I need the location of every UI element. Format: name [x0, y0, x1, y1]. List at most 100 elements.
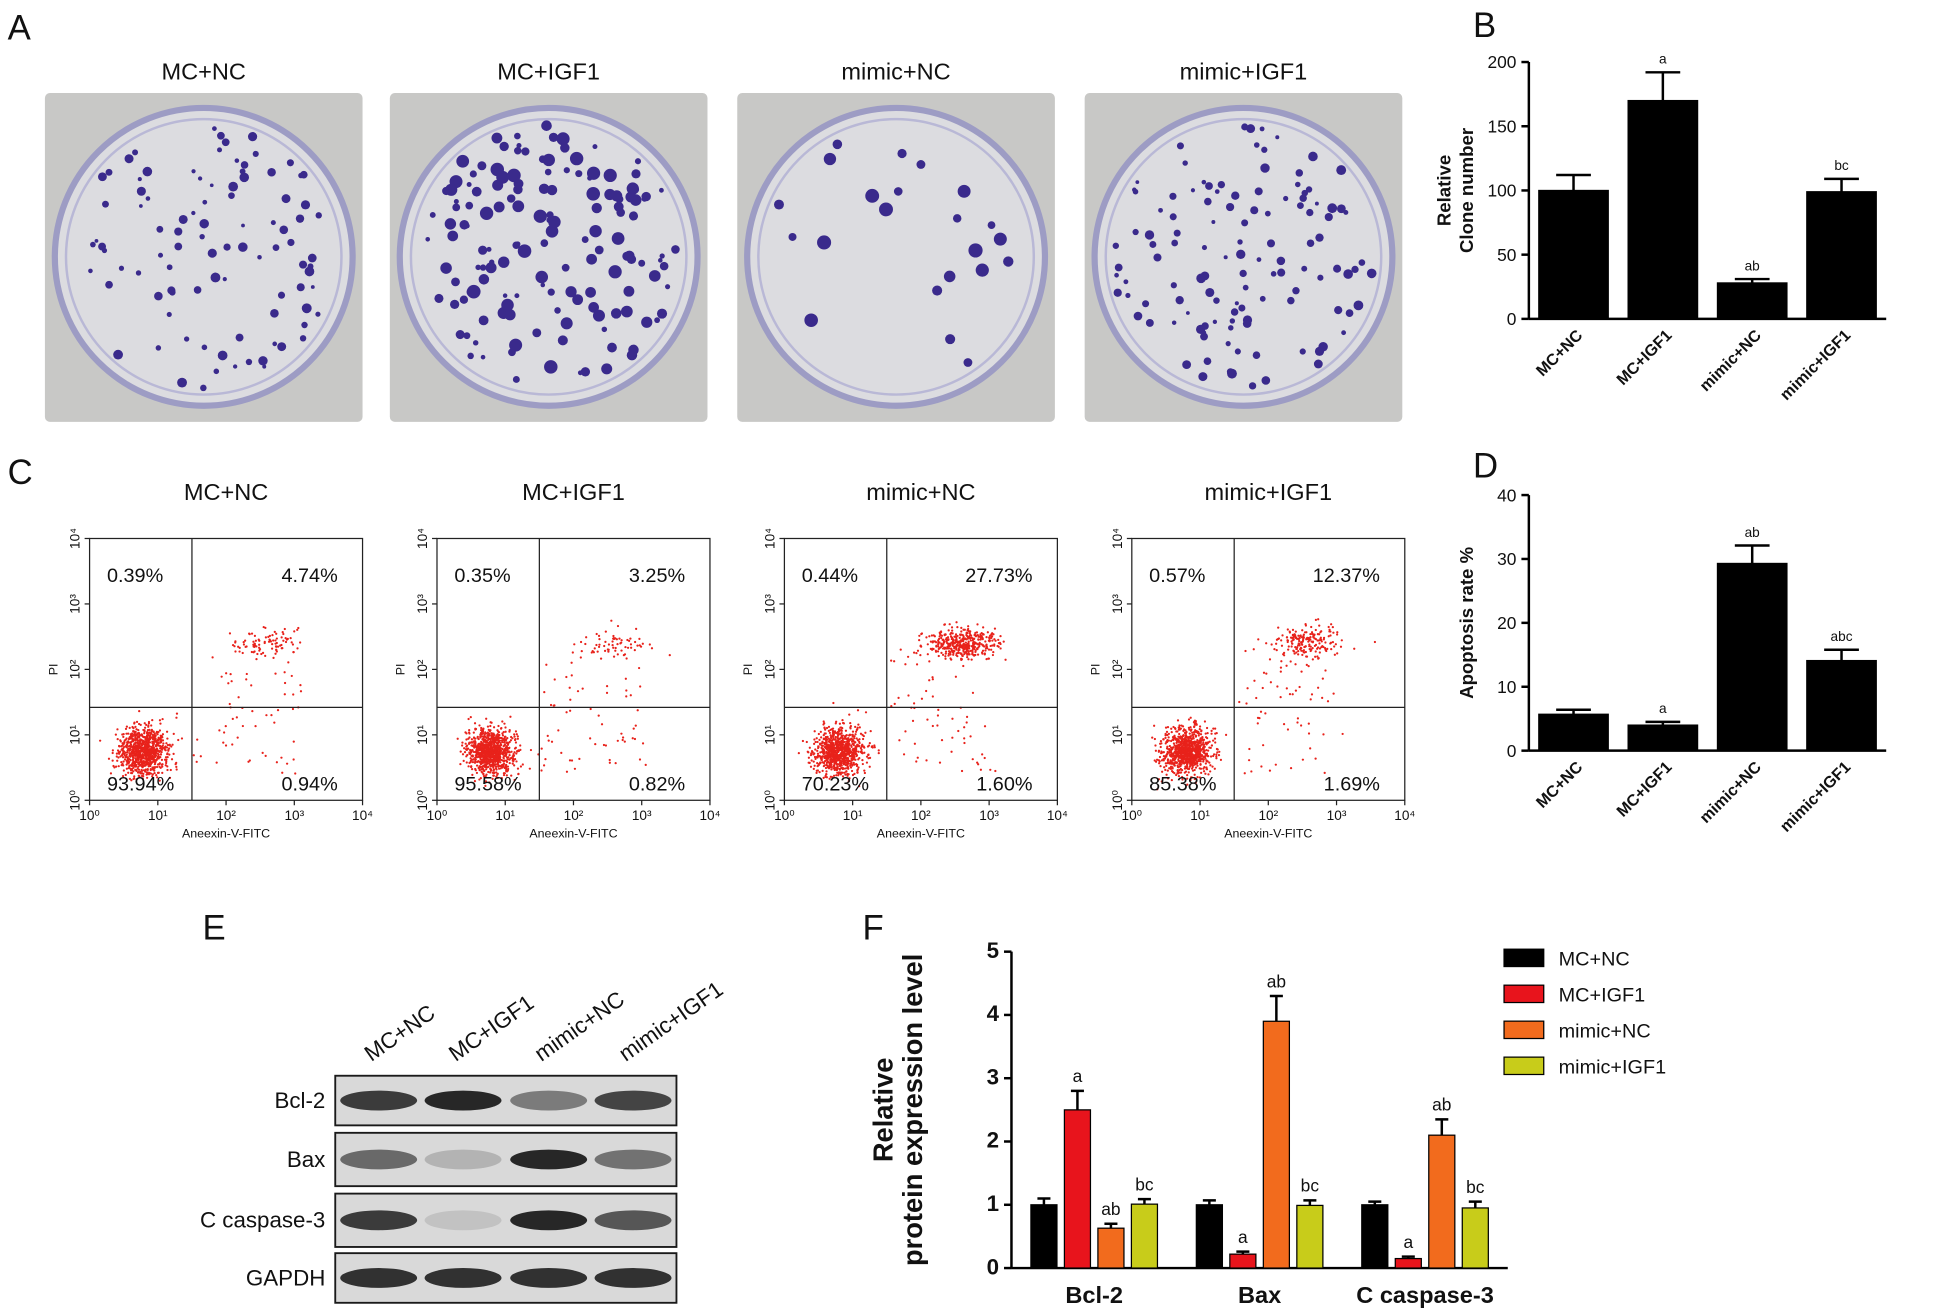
colony	[139, 204, 143, 208]
colony	[1212, 319, 1218, 324]
event-dot	[491, 777, 494, 780]
colony	[1343, 269, 1353, 279]
event-dot	[465, 738, 468, 741]
event-dot	[506, 743, 510, 746]
event-dot	[504, 749, 507, 752]
event-dot	[944, 650, 948, 653]
event-dot	[149, 768, 152, 772]
plate-well	[744, 104, 1049, 409]
event-dot	[131, 737, 134, 741]
event-dot	[838, 771, 841, 774]
event-dot	[866, 745, 870, 748]
event-dot	[851, 733, 854, 736]
quadrant-label: 4.74%	[281, 565, 337, 587]
event-dot	[144, 768, 147, 771]
event-dot	[1294, 630, 1297, 633]
event-dot	[846, 760, 849, 764]
event-dot	[1193, 725, 1196, 728]
event-dot	[1187, 760, 1191, 763]
event-dot	[142, 755, 145, 758]
colony	[477, 161, 487, 171]
event-dot	[482, 772, 485, 776]
event-dot	[1171, 736, 1175, 739]
event-dot	[600, 723, 604, 726]
event-dot	[473, 761, 477, 764]
colony	[307, 263, 314, 270]
event-dot	[1340, 639, 1343, 642]
event-dot	[244, 645, 247, 649]
colony	[1299, 348, 1306, 355]
event-dot	[144, 744, 147, 747]
colony	[465, 201, 474, 210]
event-dot	[1310, 625, 1313, 629]
event-dot	[957, 651, 960, 654]
event-dot	[822, 761, 826, 765]
colony	[1341, 330, 1347, 336]
x-tick-label: 10⁰	[79, 808, 100, 823]
event-dot	[851, 751, 854, 755]
event-dot	[602, 743, 606, 747]
event-dot	[1203, 720, 1207, 723]
event-dot	[827, 729, 830, 732]
event-dot	[472, 731, 475, 734]
colony	[1132, 188, 1139, 195]
colony	[118, 265, 125, 271]
event-dot	[502, 765, 505, 768]
event-dot	[821, 740, 824, 743]
event-dot	[125, 732, 128, 735]
event-dot	[470, 754, 473, 757]
event-dot	[280, 636, 283, 639]
event-dot	[985, 658, 988, 661]
colony	[471, 186, 482, 197]
event-dot	[491, 760, 494, 763]
event-dot	[463, 751, 467, 754]
event-dot	[847, 767, 850, 770]
event-dot	[1335, 633, 1339, 636]
event-dot	[1171, 738, 1174, 741]
event-dot	[164, 764, 167, 767]
event-dot	[1192, 731, 1195, 734]
colony	[560, 317, 573, 330]
event-dot	[264, 654, 267, 657]
event-dot	[155, 741, 159, 744]
event-dot	[1205, 766, 1208, 769]
event-dot	[920, 632, 924, 635]
event-dot	[129, 769, 133, 772]
event-dot	[1189, 726, 1192, 729]
colony	[1175, 295, 1184, 305]
event-dot	[816, 752, 820, 755]
y-tick-label: 10⁰	[415, 789, 430, 810]
event-dot	[824, 747, 827, 750]
event-dot	[926, 653, 929, 656]
event-dot	[1167, 748, 1170, 751]
event-dot	[865, 761, 869, 764]
colony	[548, 132, 559, 142]
event-dot	[961, 644, 964, 647]
event-dot	[292, 651, 295, 654]
event-dot	[155, 747, 159, 750]
event-dot	[950, 658, 953, 661]
colony	[603, 168, 617, 183]
event-dot	[503, 766, 506, 770]
event-dot	[838, 748, 841, 752]
event-dot	[507, 767, 510, 771]
event-dot	[120, 761, 123, 764]
event-dot	[1178, 728, 1181, 731]
event-dot	[1174, 761, 1177, 764]
event-dot	[140, 754, 143, 758]
colony	[879, 202, 893, 217]
event-dot	[483, 733, 486, 736]
event-dot	[128, 726, 131, 729]
event-dot	[156, 752, 160, 755]
event-dot	[624, 645, 627, 649]
event-dot	[121, 774, 125, 778]
event-dot	[1168, 744, 1171, 748]
event-dot	[126, 756, 129, 759]
event-dot	[850, 744, 853, 747]
event-dot	[497, 724, 500, 728]
event-dot	[510, 774, 513, 777]
event-dot	[166, 768, 169, 772]
colony	[1264, 210, 1271, 217]
event-dot	[997, 638, 1000, 641]
x-axis-label: Aneexin-V-FITC	[877, 827, 965, 841]
